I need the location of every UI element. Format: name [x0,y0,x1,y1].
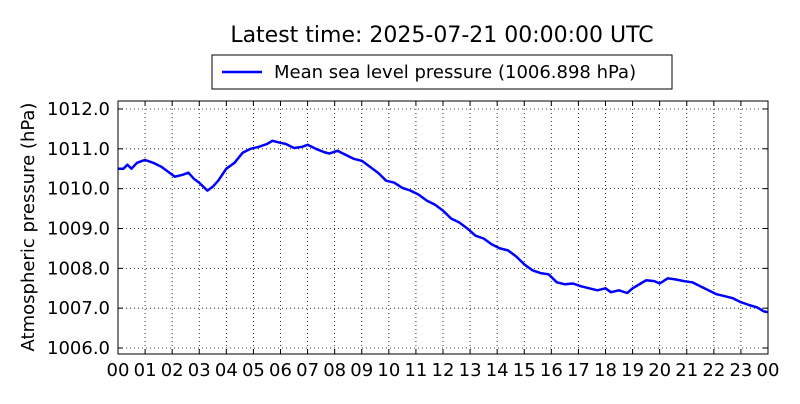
series-layer [118,139,769,314]
x-tick-label: 05 [242,360,265,381]
pressure-series-line [118,139,769,314]
legend: Mean sea level pressure (1006.898 hPa) [211,54,673,90]
x-tick-label: 22 [702,360,725,381]
x-tick-label: 07 [296,360,319,381]
x-tick-label: 06 [269,360,292,381]
x-tick-label: 02 [161,360,184,381]
x-tick-label: 12 [432,360,455,381]
x-tick-label: 18 [594,360,617,381]
y-tick-label: 1006.0 [47,338,110,359]
axis-ticks [117,101,769,354]
x-tick-label: 17 [567,360,590,381]
x-tick-label: 00 [757,360,780,381]
x-tick-label: 15 [513,360,536,381]
y-axis-label: Atmospheric pressure (hPa) [18,103,39,352]
x-tick-label: 00 [107,360,130,381]
x-tick-label: 14 [486,360,509,381]
y-tick-label: 1009.0 [47,218,110,239]
legend-box [211,54,673,90]
y-tick-label: 1007.0 [47,298,110,319]
x-tick-label: 01 [134,360,157,381]
x-tick-label: 03 [188,360,211,381]
x-tick-label: 11 [404,360,427,381]
x-tick-label: 21 [675,360,698,381]
x-tick-label: 13 [459,360,482,381]
y-tick-label: 1010.0 [47,179,110,200]
x-tick-label: 16 [540,360,563,381]
grid [118,101,768,354]
plot-frame [117,100,769,355]
x-tick-label: 20 [648,360,671,381]
x-tick-label: 10 [377,360,400,381]
legend-label: Mean sea level pressure (1006.898 hPa) [274,62,636,83]
x-tick-label: 09 [350,360,373,381]
x-tick-label: 08 [323,360,346,381]
y-tick-labels: 1006.0 1007.0 1008.0 1009.0 1010.0 1011.0 1012… [47,99,110,359]
x-tick-labels: 00 01 02 03 04 05 06 07 08 09 10 11 12 13 14 15 16 17 18 19… [107,360,780,381]
y-tick-label: 1008.0 [47,258,110,279]
y-tick-label: 1011.0 [47,139,110,160]
x-tick-label: 04 [215,360,238,381]
x-tick-label: 19 [621,360,644,381]
x-tick-label: 23 [729,360,752,381]
chart-title: Latest time: 2025-07-21 00:00:00 UTC [230,23,653,48]
y-tick-label: 1012.0 [47,99,110,120]
